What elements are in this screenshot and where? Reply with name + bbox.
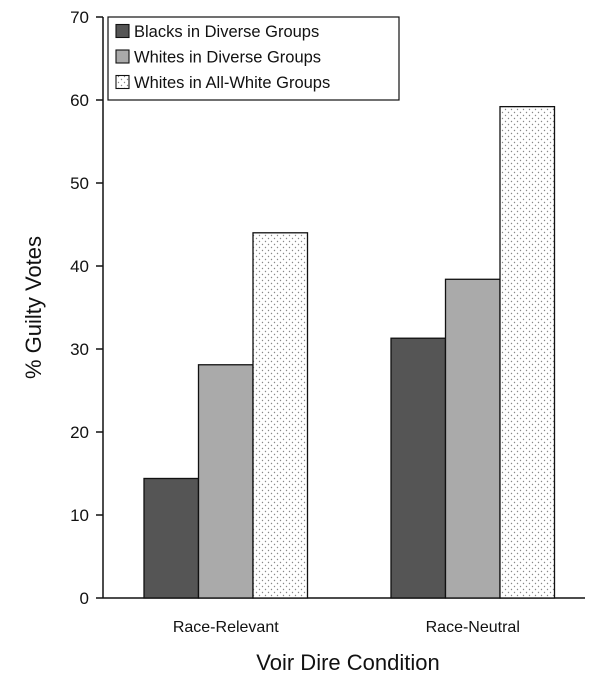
legend-swatch-1 [115,23,130,39]
legend-label-3: Whites in All-White Groups [134,74,330,92]
bars [143,105,556,599]
x-tick-label: Race-Relevant [173,619,279,636]
legend-swatch-3 [115,74,130,90]
y-axis-title: % Guilty Votes [21,236,46,379]
y-tick-label: 70 [70,8,89,27]
bar-3-race-neutral [499,105,556,599]
x-tick-label: Race-Neutral [426,619,520,636]
y-tick-label: 0 [80,589,89,608]
legend: Blacks in Diverse Groups Whites in Divers… [107,16,400,101]
y-tick-label: 50 [70,174,89,193]
bar-1-race-relevant [143,477,200,599]
bar-2-race-neutral [444,278,501,599]
x-axis-tick-labels: Race-Relevant Race-Neutral [173,619,520,636]
y-axis-ticks: 0 10 20 30 40 50 60 70 [70,8,103,608]
legend-box [107,16,400,101]
legend-swatch-2 [115,49,130,64]
y-tick-label: 30 [70,340,89,359]
legend-label-1: Blacks in Diverse Groups [134,23,319,41]
y-tick-label: 40 [70,257,89,276]
bar-1-race-neutral [390,337,447,599]
y-tick-label: 20 [70,423,89,442]
bar-2-race-relevant [197,364,254,599]
plot-area: 0 10 20 30 40 50 60 70 Race-Relevant Race-Neutra… [70,8,585,636]
y-tick-label: 10 [70,506,89,525]
bar-3-race-relevant [252,232,309,599]
x-axis-title: Voir Dire Condition [256,650,439,674]
y-tick-label: 60 [70,91,89,110]
legend-label-2: Whites in Diverse Groups [134,49,321,67]
legend-items: Blacks in Diverse Groups Whites in Divers… [115,23,330,92]
